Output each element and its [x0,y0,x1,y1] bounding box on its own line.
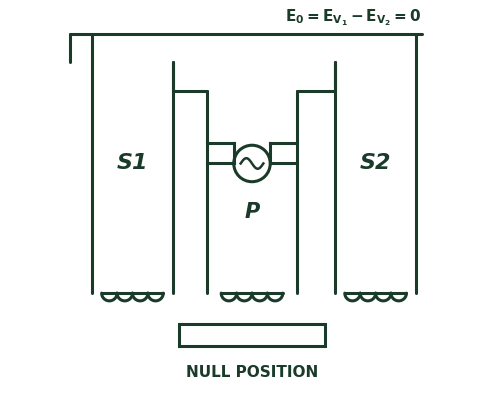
Text: $\mathbf{E_0 = E_{V_1} - E_{V_2} = 0}$: $\mathbf{E_0 = E_{V_1} - E_{V_2} = 0}$ [285,7,421,28]
Text: P: P [244,202,260,222]
Text: S2: S2 [360,153,391,173]
Text: S1: S1 [117,153,148,173]
FancyBboxPatch shape [179,324,325,346]
Text: NULL POSITION: NULL POSITION [186,365,318,380]
